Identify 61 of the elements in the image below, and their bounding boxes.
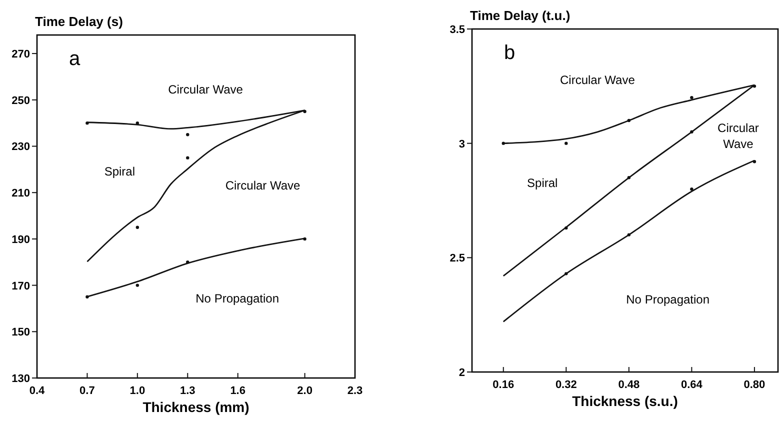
x-tick-label: 0.48	[618, 379, 640, 391]
x-tick-label: 0.7	[80, 385, 95, 397]
point	[136, 284, 140, 287]
y-tick-label: 270	[12, 48, 30, 61]
y-tick-label: 130	[12, 373, 30, 385]
x-tick-label: 1.6	[230, 385, 246, 397]
x-axis-title: Thickness (mm)	[142, 399, 250, 415]
y-tick-label: 3	[458, 138, 465, 150]
annotation: Circular Wave	[225, 178, 301, 192]
x-axis-title: Thickness (s.u.)	[572, 393, 678, 409]
x-tick-label: 0.32	[555, 379, 577, 391]
point	[690, 96, 694, 100]
point	[86, 295, 89, 298]
x-tick-label: 2.3	[347, 385, 363, 397]
annotation: Spiral	[104, 164, 136, 179]
y-tick-label: 170	[12, 280, 30, 292]
y-tick-label: 250	[12, 94, 30, 107]
point	[690, 187, 694, 191]
annotation: Circular Wave	[560, 72, 636, 87]
point	[186, 133, 190, 136]
annotation: No Propagation	[196, 292, 280, 306]
line-series	[502, 160, 756, 322]
point	[627, 233, 631, 236]
point	[627, 176, 631, 180]
point	[752, 160, 756, 164]
x-tick-label: 2.0	[297, 385, 312, 397]
x-tick-label: 0.4	[29, 385, 46, 397]
point	[303, 110, 306, 114]
y-tick-label: 3.5	[450, 24, 465, 36]
annotation: Spiral	[527, 176, 558, 190]
point	[136, 121, 140, 125]
annotation: Circular Wave	[168, 82, 244, 96]
point	[564, 272, 568, 276]
point	[186, 156, 190, 160]
y-tick-label: 2	[458, 367, 465, 379]
point	[627, 118, 631, 122]
x-tick-label: 0.64	[680, 379, 704, 391]
annotation: Circular Wave	[718, 120, 759, 151]
y-tick-label: 190	[12, 234, 30, 246]
point	[136, 226, 140, 229]
x-tick-label: 0.80	[744, 379, 766, 391]
point	[186, 260, 190, 264]
annotation: No Propagation	[626, 292, 710, 306]
point	[752, 84, 756, 88]
y-tick-label: 230	[12, 141, 30, 154]
point	[86, 121, 89, 125]
y-tick-label: 150	[12, 326, 30, 339]
x-tick-label: 1.3	[180, 385, 196, 397]
text: a	[69, 48, 81, 70]
point	[502, 142, 505, 145]
y-tick-label: 2.5	[450, 252, 465, 265]
text: b	[504, 42, 516, 64]
point	[564, 226, 568, 230]
point	[564, 142, 568, 145]
x-tick-label: 0.16	[492, 379, 514, 391]
y-axis-title: Time Delay (s)	[35, 14, 123, 29]
y-tick-label: 210	[12, 188, 30, 200]
x-tick-label: 1.0	[130, 385, 146, 397]
y-axis-title: Time Delay (t.u.)	[470, 8, 570, 23]
point	[690, 130, 694, 134]
point	[303, 237, 306, 241]
